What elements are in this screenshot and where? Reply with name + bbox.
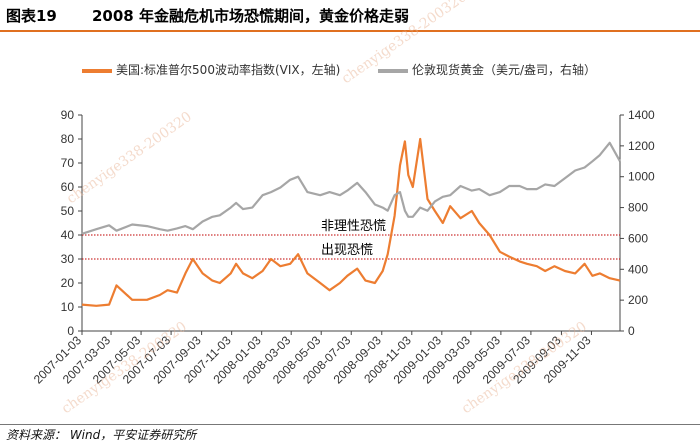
right-tick-label: 800 [628,201,648,215]
right-tick-label: 0 [628,324,635,338]
vix-series-line [81,137,621,307]
left-tick-label: 40 [61,228,75,242]
left-tick-label: 20 [61,276,75,290]
figure-label: 图表19 [6,7,57,25]
legend-vix-swatch [82,68,112,73]
chart-canvas: 0 10 20 30 40 50 60 70 80 90 0 200 400 600 800 1000 1200… [31,108,655,387]
gold-series-line [81,141,621,235]
left-tick-label: 90 [61,108,75,122]
figure-title: 2008 年金融危机市场恐慌期间，黄金价格走弱 [92,7,409,25]
left-tick-label: 50 [61,204,75,218]
left-tick-label: 60 [61,180,75,194]
threshold-label: 出现恐慌 [321,243,373,258]
right-tick-label: 400 [628,262,648,276]
source-divider [0,424,700,425]
right-tick-label: 200 [628,293,648,307]
legend-vix-label: 美国:标准普尔500波动率指数(VIX，左轴) [116,63,341,77]
threshold-label: 非理性恐慌 [321,219,386,234]
legend-gold-swatch [378,68,408,73]
right-tick-label: 1200 [628,139,655,153]
left-tick-label: 30 [61,252,75,266]
right-tick-label: 600 [628,231,648,245]
source-note: 资料来源： Wind，平安证券研究所 [6,428,197,442]
left-tick-label: 0 [67,324,74,338]
left-tick-label: 80 [61,132,75,146]
legend-gold-label: 伦敦现货黄金（美元/盎司，右轴） [412,63,597,77]
left-tick-label: 10 [61,300,75,314]
right-tick-label: 1400 [628,108,655,122]
left-tick-label: 70 [61,156,75,170]
title-bar [0,0,700,32]
legend-gold: 伦敦现货黄金（美元/盎司，右轴） [378,61,596,78]
right-tick-label: 1000 [628,170,655,184]
legend-vix: 美国:标准普尔500波动率指数(VIX，左轴) [82,61,340,78]
